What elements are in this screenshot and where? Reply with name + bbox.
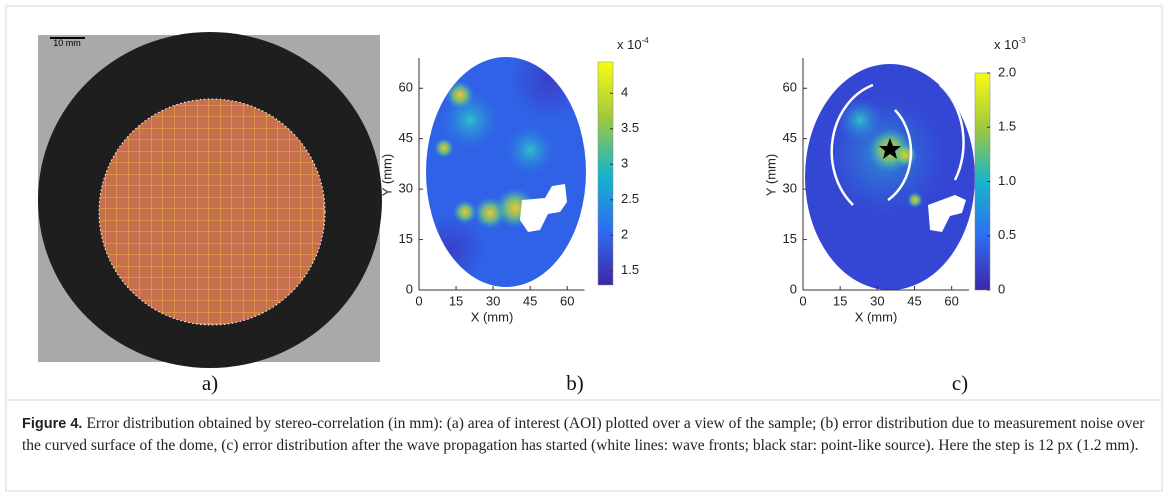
panel-label: c) xyxy=(952,371,968,395)
x-tick-label: 30 xyxy=(870,293,884,308)
exponent-power: -4 xyxy=(642,36,650,45)
x-axis-label: X (mm) xyxy=(855,309,898,324)
colorbar-tick-label: 0 xyxy=(998,281,1005,296)
y-tick-label: 60 xyxy=(399,80,413,95)
y-tick-label: 30 xyxy=(783,181,797,196)
colorbar-tick-label: 3 xyxy=(621,156,628,171)
y-axis-label: Y (mm) xyxy=(763,154,778,196)
y-tick-label: 45 xyxy=(399,130,413,145)
caption-text: Error distribution obtained by stereo-co… xyxy=(22,415,1145,454)
colorbar-tick-label: 1.0 xyxy=(998,173,1016,188)
x-tick-label: 45 xyxy=(523,293,537,308)
y-tick-label: 0 xyxy=(790,281,797,296)
caption-label: Figure 4. xyxy=(22,416,83,432)
x-tick-label: 15 xyxy=(449,293,463,308)
y-axis-label: Y (mm) xyxy=(379,154,394,196)
x-tick-label: 60 xyxy=(560,293,574,308)
x-tick-label: 30 xyxy=(486,293,500,308)
y-tick-label: 45 xyxy=(783,130,797,145)
colorbar-tick-label: 1.5 xyxy=(621,262,639,277)
y-tick-label: 15 xyxy=(783,231,797,246)
sample-photo: 10 mm xyxy=(38,32,382,368)
exponent-power: -3 xyxy=(1019,36,1027,45)
colorbar xyxy=(597,61,614,286)
y-tick-label: 30 xyxy=(399,181,413,196)
figure-frame xyxy=(5,5,1163,492)
y-tick-label: 0 xyxy=(406,281,413,296)
x-tick-label: 0 xyxy=(799,293,806,308)
panel-label: b) xyxy=(566,371,584,395)
colorbar-tick-label: 4 xyxy=(621,85,628,100)
x-axis-label: X (mm) xyxy=(471,309,514,324)
scale-bar-label: 10 mm xyxy=(53,38,81,48)
exponent-base: x 10 xyxy=(617,37,642,52)
heatmap-c xyxy=(805,64,975,290)
colorbar-tick-label: 1.5 xyxy=(998,119,1016,134)
x-tick-label: 15 xyxy=(833,293,847,308)
caption: Figure 4. Error distribution obtained by … xyxy=(22,413,1152,457)
colorbar-tick-label: 3.5 xyxy=(621,120,639,135)
colorbar-exponent: x 10-3 xyxy=(994,36,1026,52)
y-tick-label: 15 xyxy=(399,231,413,246)
x-tick-label: 45 xyxy=(907,293,921,308)
colorbar-tick-label: 0.5 xyxy=(998,227,1016,242)
colorbar-tick-label: 2.5 xyxy=(621,191,639,206)
exponent-base: x 10 xyxy=(994,37,1019,52)
x-tick-label: 60 xyxy=(944,293,958,308)
x-tick-label: 0 xyxy=(415,293,422,308)
colorbar-tick-label: 2 xyxy=(621,227,628,242)
colorbar-exponent: x 10-4 xyxy=(617,36,649,52)
panel-label: a) xyxy=(202,371,218,395)
heatmap-b xyxy=(426,57,586,287)
colorbar-tick-label: 2.0 xyxy=(998,64,1016,79)
y-tick-label: 60 xyxy=(783,80,797,95)
